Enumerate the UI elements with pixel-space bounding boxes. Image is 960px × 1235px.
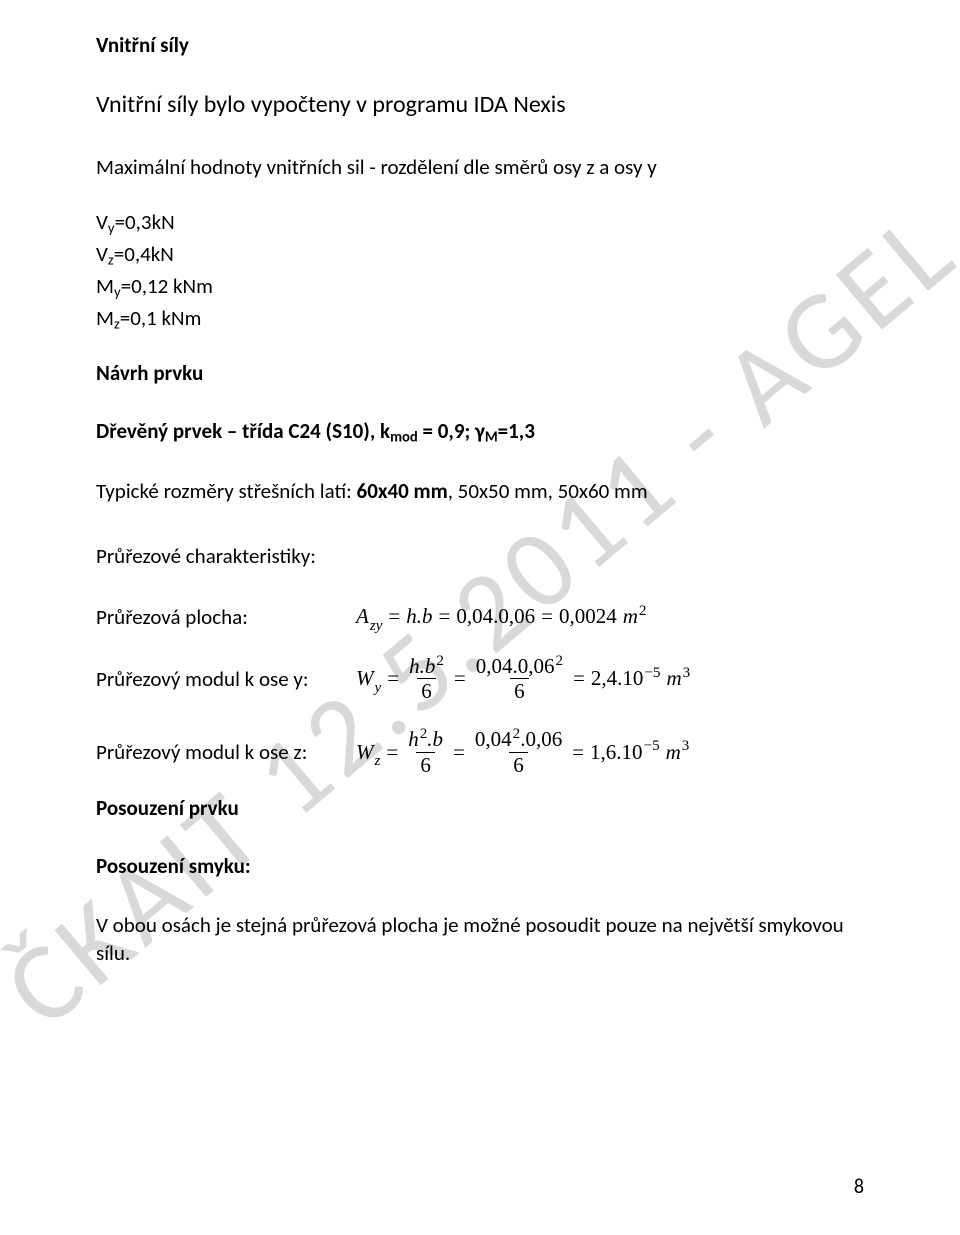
moment-my: My=0,12 kNm [96, 273, 876, 301]
label-area: Průřezová plocha: [96, 604, 356, 630]
timber-class-line: Dřevěný prvek – třída C24 (S10), kmod = … [96, 418, 876, 446]
force-vz: Vz=0,4kN [96, 241, 876, 269]
moment-mz: Mz=0,1 kNm [96, 305, 876, 333]
heading-navrh-prvku: Návrh prvku [96, 360, 876, 386]
shear-note-line: V obou osách je stejná průřezová plocha … [96, 911, 876, 968]
label-wz: Průřezový modul k ose z: [96, 739, 356, 765]
force-vy: Vy=0,3kN [96, 209, 876, 237]
equation-wz: Wz = h2.b 6 = 0,042.0,06 6 = 1,6.10−5 m3 [356, 727, 689, 777]
heading-vnitrni-sily: Vnitřní síly [96, 32, 876, 58]
heading-posouzeni-smyku: Posouzení smyku: [96, 853, 876, 879]
equation-wy: Wy = h.b2 6 = 0,04.0,062 6 = 2,4.10−5 m3 [356, 654, 690, 704]
row-cross-section-area: Průřezová plocha: Azy = h.b = 0,04.0,06 … [96, 604, 876, 630]
label-wy: Průřezový modul k ose y: [96, 666, 356, 692]
row-section-modulus-z: Průřezový modul k ose z: Wz = h2.b 6 = 0… [96, 727, 876, 777]
intro-line: Vnitřní síly bylo vypočteny v programu I… [96, 90, 876, 119]
heading-posouzeni-prvku: Posouzení prvku [96, 795, 876, 821]
equation-area: Azy = h.b = 0,04.0,06 = 0,0024m2 [356, 604, 646, 629]
row-section-modulus-y: Průřezový modul k ose y: Wy = h.b2 6 = 0… [96, 654, 876, 704]
lath-sizes-line: Typické rozměry střešních latí: 60x40 mm… [96, 477, 876, 505]
page-content: Vnitřní síly Vnitřní síly bylo vypočteny… [96, 32, 876, 974]
page-number: 8 [854, 1175, 864, 1199]
max-values-line: Maximální hodnoty vnitřních sil - rozděl… [96, 153, 876, 181]
heading-cross-section-chars: Průřezové charakteristiky: [96, 542, 876, 570]
